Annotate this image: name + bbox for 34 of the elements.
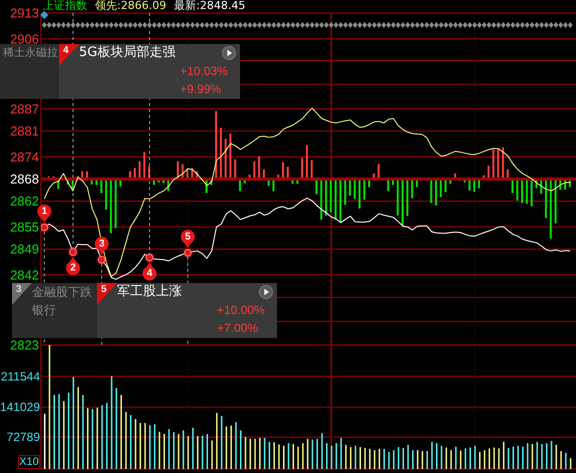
text: 3 (16, 284, 22, 295)
y-tick-label: 2862 (10, 194, 39, 209)
annotation: 金融股下跌 (32, 284, 92, 299)
y-tick-label: 2849 (10, 242, 39, 257)
annotation: 银行 (32, 302, 56, 318)
annotation: 3 (98, 238, 105, 250)
annotation: 5 (101, 284, 107, 295)
y-tick-label: 2855 (10, 219, 39, 234)
y-tick-label: 2881 (10, 124, 39, 139)
annotation: +7.00% (217, 320, 258, 336)
annotation: +10.00% (217, 302, 265, 318)
y-tick-label: 2842 (10, 267, 39, 282)
annotation: 军工股上涨 (117, 284, 182, 300)
annotation: 5 (184, 231, 191, 242)
y-tick-label: 2823 (10, 338, 39, 352)
annotation: 4 (146, 268, 153, 280)
chart-title: 上证指数 (43, 0, 87, 12)
y-tick-label: 2913 (10, 6, 39, 20)
y-tick-label: 2874 (10, 149, 39, 164)
y-tick-label: 211544 (0, 369, 40, 384)
annotation: 5G板块局部走强 (79, 45, 176, 62)
annotation: +9.99% (180, 81, 222, 97)
text: 领先:2866.09 (95, 0, 166, 12)
annotation: 4 (63, 45, 69, 56)
y-tick-label: 2906 (10, 31, 39, 46)
annotation: 2 (70, 262, 76, 274)
y-tick-label: 72789 (6, 430, 40, 444)
annotation: 1 (42, 206, 48, 217)
annotation: 稀土永磁拉 (3, 46, 58, 60)
y-tick-label: 2887 (10, 101, 39, 116)
y-tick-label: 2868 (10, 172, 39, 186)
text: 最新:2848.45 (174, 0, 246, 12)
y-tick-label: 141029 (0, 400, 40, 414)
annotation: +10.03% (180, 63, 228, 79)
